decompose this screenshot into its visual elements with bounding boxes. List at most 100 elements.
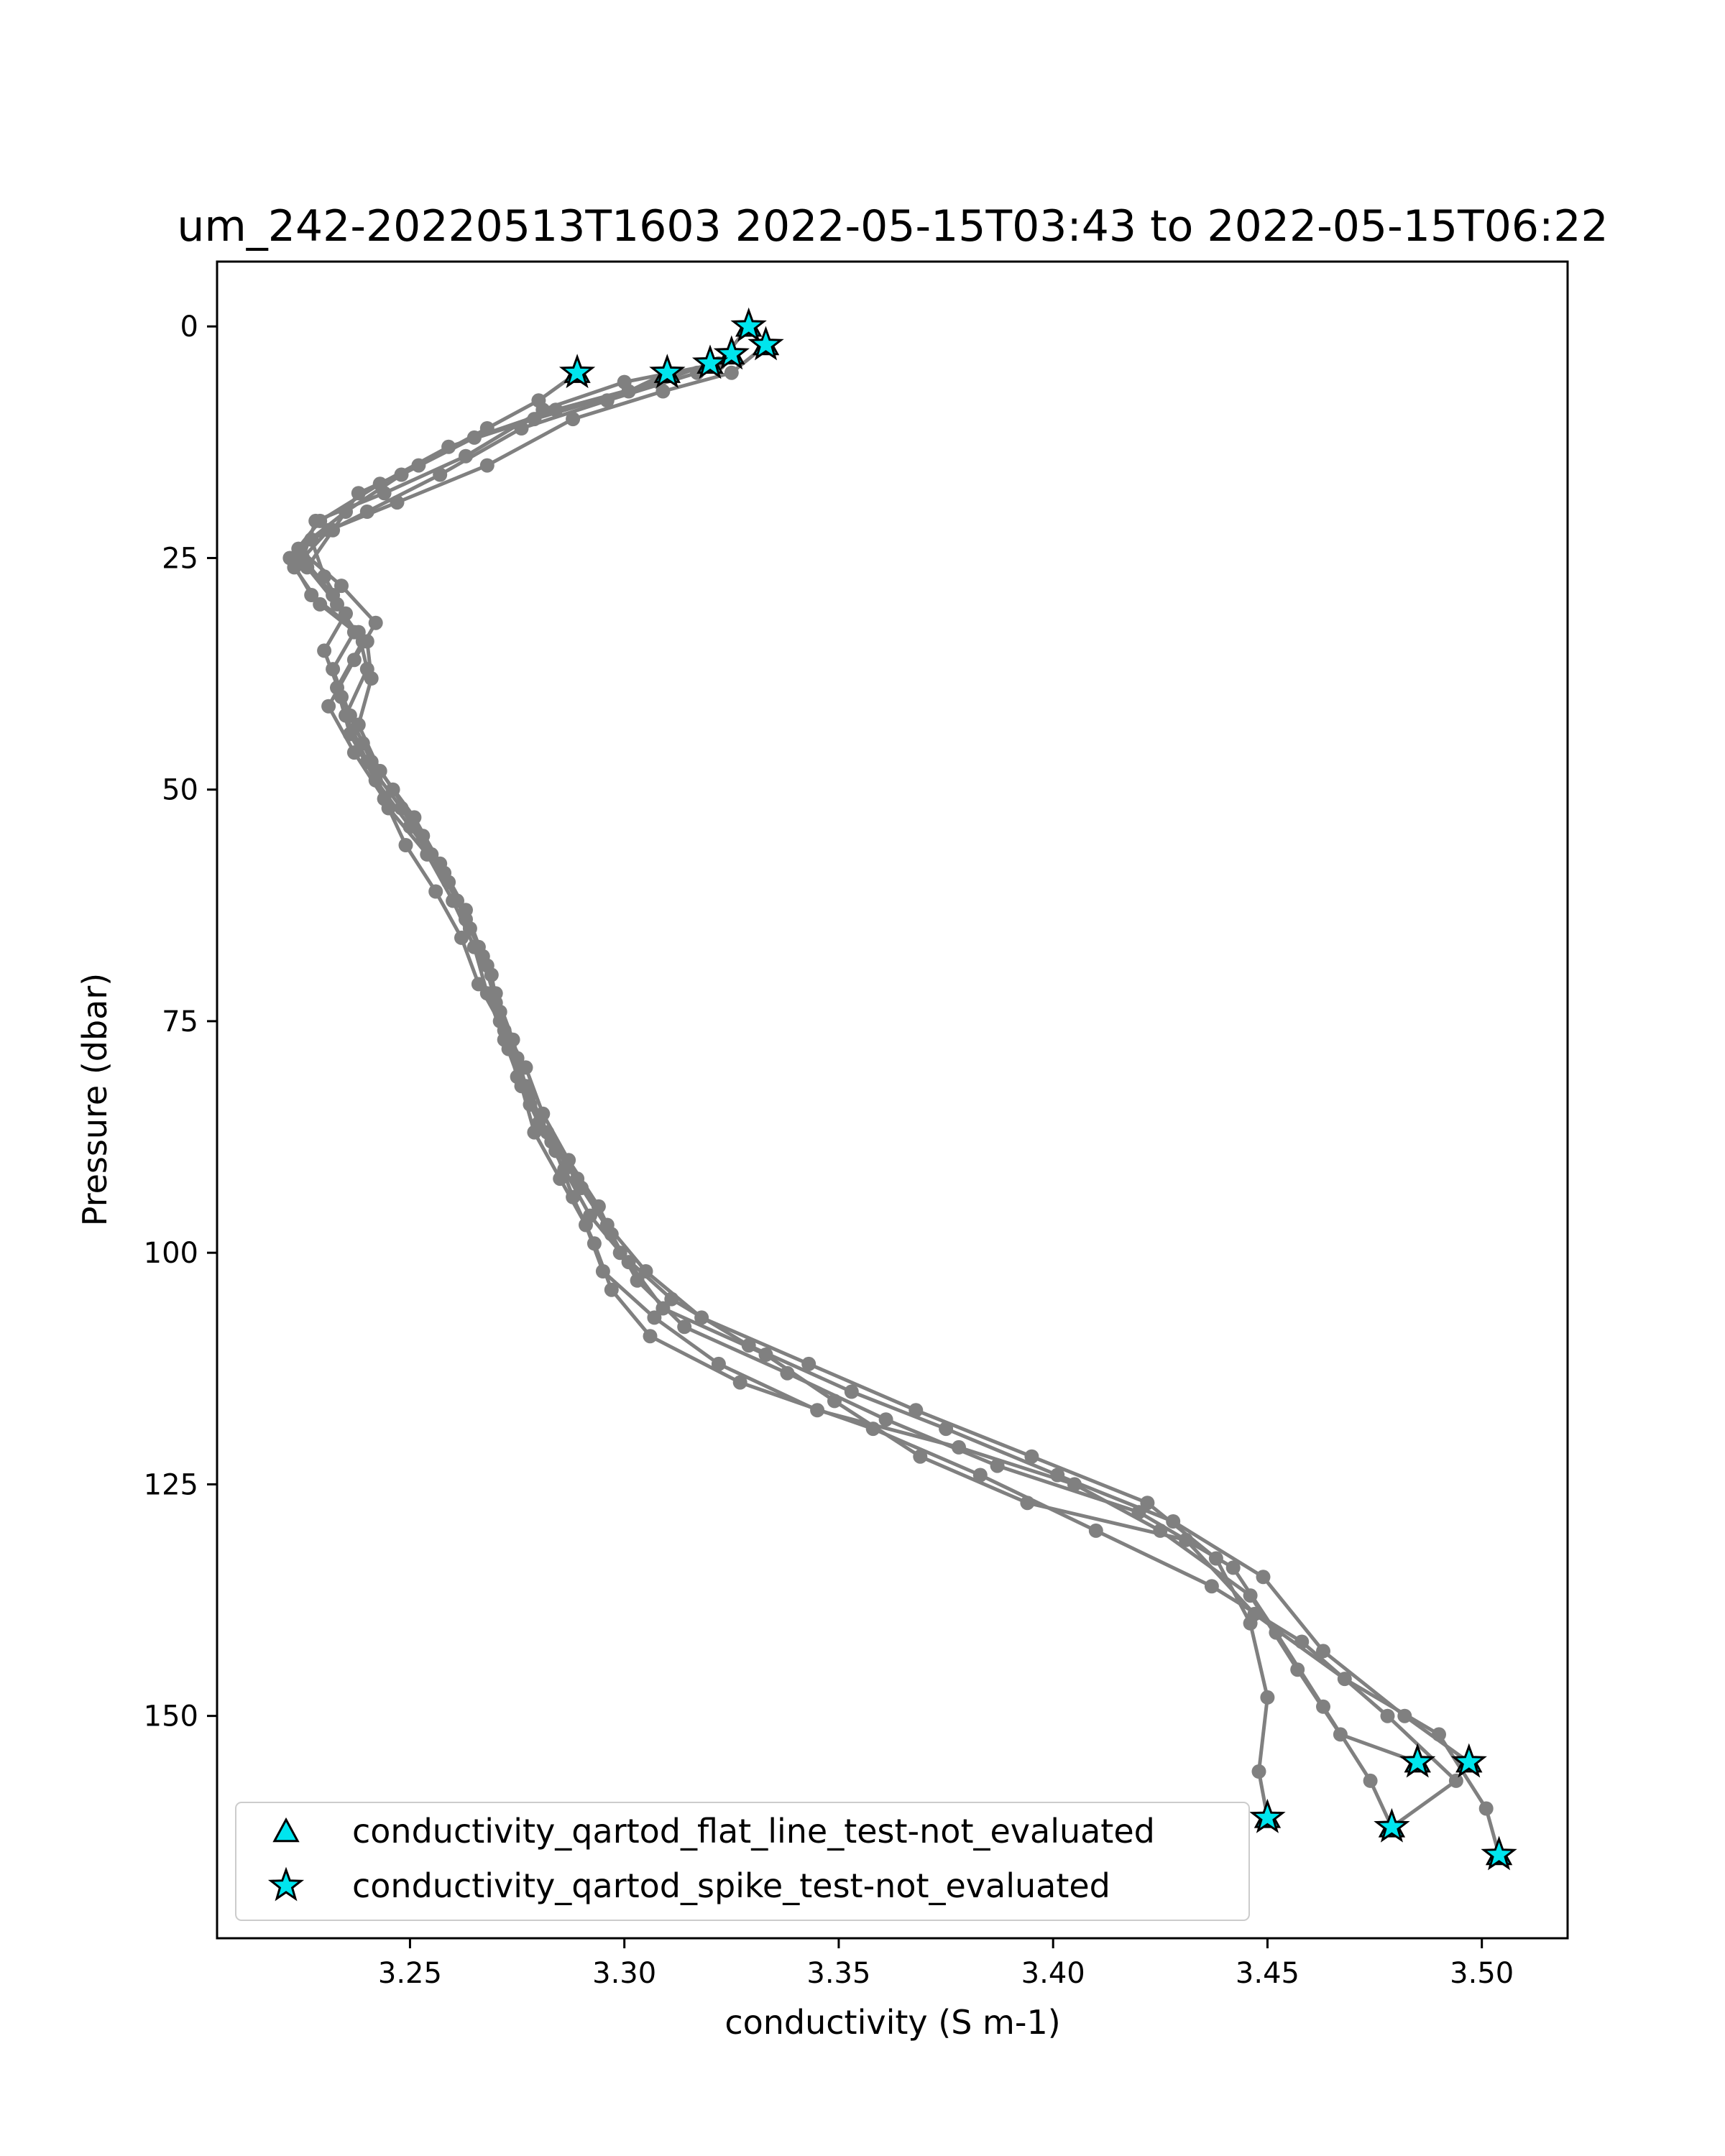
data-point bbox=[638, 1264, 653, 1279]
data-point bbox=[1225, 1560, 1241, 1575]
data-point bbox=[732, 1375, 748, 1390]
spike-flag-marker bbox=[748, 326, 784, 361]
data-point bbox=[342, 727, 357, 742]
data-point bbox=[801, 1356, 816, 1371]
data-point bbox=[1316, 1699, 1330, 1714]
y-tick-label: 25 bbox=[162, 542, 198, 575]
legend-label-flat-line: conductivity_qartod_flat_line_test-not_e… bbox=[352, 1812, 1155, 1851]
data-point bbox=[433, 467, 448, 482]
profile-line bbox=[305, 371, 1458, 1829]
data-point bbox=[1024, 1449, 1039, 1464]
data-point bbox=[643, 1329, 658, 1344]
data-point bbox=[479, 958, 494, 973]
data-point bbox=[492, 1005, 507, 1019]
profile-series-3 bbox=[304, 346, 1476, 1770]
data-point bbox=[990, 1458, 1005, 1473]
data-point bbox=[972, 1468, 988, 1483]
data-point bbox=[566, 412, 581, 427]
x-tick-label: 3.35 bbox=[806, 1957, 870, 1990]
x-axis: 3.25 3.30 3.35 3.40 3.45 3.50 bbox=[378, 1938, 1514, 1990]
data-point bbox=[368, 615, 383, 630]
legend-triangle-marker bbox=[272, 1817, 300, 1843]
profile-line bbox=[300, 325, 1419, 1764]
data-point bbox=[1204, 1579, 1219, 1594]
profile-series-1 bbox=[295, 319, 1425, 1770]
data-point bbox=[330, 596, 344, 612]
profile-line bbox=[296, 361, 1501, 1856]
data-point bbox=[724, 365, 739, 380]
data-point bbox=[527, 412, 542, 427]
legend-triangle-shape bbox=[272, 1817, 300, 1843]
data-point bbox=[1050, 1468, 1065, 1483]
data-point bbox=[604, 1282, 619, 1297]
profile-line bbox=[288, 371, 1269, 1818]
data-point bbox=[1208, 1551, 1223, 1566]
spike-flag-marker bbox=[649, 354, 686, 389]
data-point bbox=[758, 1348, 773, 1362]
plot-area bbox=[282, 307, 1517, 1871]
legend-box bbox=[235, 1802, 1250, 1921]
legend-star-marker bbox=[267, 1866, 305, 1902]
chart-title: um_242-20220513T1603 2022-05-15T03:43 to… bbox=[177, 201, 1608, 252]
data-point bbox=[599, 1217, 615, 1233]
y-tick-label: 50 bbox=[162, 774, 198, 807]
data-point bbox=[566, 1189, 581, 1204]
x-tick-label: 3.30 bbox=[592, 1957, 656, 1990]
x-tick-label: 3.25 bbox=[378, 1957, 442, 1990]
data-point bbox=[351, 486, 366, 501]
data-point bbox=[428, 884, 443, 899]
profile-series-2 bbox=[287, 338, 1399, 1835]
data-point bbox=[313, 513, 328, 528]
flag-markers bbox=[558, 307, 1517, 1871]
y-axis-label: Pressure (dbar) bbox=[75, 973, 114, 1226]
data-point bbox=[359, 662, 374, 677]
legend: conductivity_qartod_flat_line_test-not_e… bbox=[235, 1802, 1250, 1921]
data-point bbox=[1478, 1801, 1494, 1816]
y-tick-label: 0 bbox=[180, 310, 198, 344]
data-point bbox=[1243, 1616, 1258, 1631]
y-tick-label: 75 bbox=[162, 1005, 198, 1038]
data-point bbox=[531, 393, 546, 408]
data-point bbox=[548, 1143, 564, 1158]
data-point bbox=[583, 1208, 597, 1223]
spike-flag-marker bbox=[1249, 1798, 1286, 1833]
data-point bbox=[437, 865, 452, 880]
x-tick-label: 3.40 bbox=[1021, 1957, 1085, 1990]
data-point bbox=[827, 1393, 842, 1409]
data-point bbox=[586, 1236, 602, 1251]
spike-flag-marker bbox=[1399, 1743, 1436, 1778]
spike-flag-marker bbox=[1374, 1807, 1410, 1843]
data-point bbox=[570, 1171, 585, 1187]
data-point bbox=[304, 588, 319, 602]
data-point bbox=[330, 680, 344, 695]
spike-flag-marker bbox=[1481, 1835, 1517, 1871]
data-point bbox=[1251, 1764, 1266, 1779]
data-point bbox=[454, 930, 469, 945]
data-point bbox=[471, 977, 486, 992]
data-point bbox=[1432, 1727, 1446, 1742]
spike-flag-marker bbox=[691, 344, 729, 379]
spike-flag-marker bbox=[730, 307, 767, 342]
data-point bbox=[510, 1051, 525, 1066]
x-axis-label: conductivity (S m-1) bbox=[724, 2003, 1060, 2042]
data-point bbox=[321, 699, 336, 714]
data-point bbox=[479, 421, 494, 436]
data-point bbox=[694, 1310, 709, 1325]
legend-star-shape bbox=[267, 1866, 305, 1902]
profile-line bbox=[309, 352, 1471, 1764]
data-point bbox=[411, 458, 426, 473]
data-point bbox=[865, 1422, 880, 1437]
data-point bbox=[523, 1097, 538, 1112]
data-point bbox=[282, 550, 298, 566]
data-point bbox=[1260, 1690, 1275, 1705]
data-point bbox=[656, 1301, 671, 1316]
data-point bbox=[1256, 1570, 1271, 1585]
data-point bbox=[1294, 1634, 1310, 1649]
spike-flag-marker bbox=[558, 354, 596, 389]
spike-flag-marker bbox=[1450, 1743, 1487, 1778]
data-point bbox=[878, 1412, 893, 1427]
legend-label-spike: conductivity_qartod_spike_test-not_evalu… bbox=[352, 1866, 1110, 1905]
data-point bbox=[300, 560, 315, 575]
y-tick-label: 150 bbox=[144, 1700, 198, 1733]
data-point bbox=[326, 522, 341, 538]
